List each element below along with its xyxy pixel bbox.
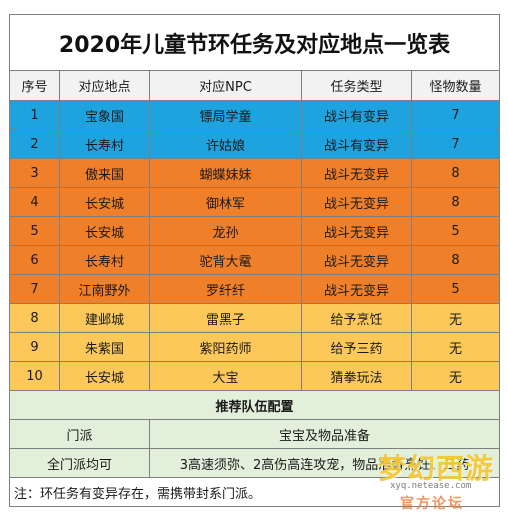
cell-no: 9 [9, 332, 60, 362]
cell-npc: 驼背大鼋 [149, 245, 302, 275]
header-count: 怪物数量 [410, 70, 501, 101]
header-no: 序号 [9, 70, 60, 101]
team-section-row: 推荐队伍配置 [8, 390, 501, 420]
table-row: 5 长安城 龙孙 战斗无变异 5 [9, 216, 501, 246]
cell-type: 给予烹饪 [301, 303, 412, 333]
cell-count: 5 [410, 216, 501, 246]
cell-npc: 大宝 [149, 361, 302, 391]
cell-npc: 雷黑子 [149, 303, 302, 333]
cell-no: 6 [9, 245, 60, 275]
header-row: 序号 对应地点 对应NPC 任务类型 怪物数量 [9, 70, 501, 101]
cell-npc: 御林军 [149, 187, 302, 217]
cell-type: 战斗有变异 [301, 100, 412, 130]
cell-place: 长寿村 [59, 245, 150, 275]
team-value: 3高速须弥、2高伤高连攻宠，物品准备烹饪、三药 [148, 448, 501, 478]
cell-count: 7 [410, 129, 501, 159]
cell-no: 2 [9, 129, 60, 159]
cell-npc: 罗纤纤 [149, 274, 302, 304]
cell-type: 战斗无变异 [301, 187, 412, 217]
table-row: 1 宝象国 镖局学童 战斗有变异 7 [9, 100, 501, 130]
cell-type: 战斗无变异 [301, 158, 412, 188]
task-table: 2020年儿童节环任务及对应地点一览表 序号 对应地点 对应NPC 任务类型 怪… [8, 14, 501, 507]
cell-no: 1 [9, 100, 60, 130]
team-label: 全门派均可 [9, 448, 150, 478]
cell-npc: 镖局学童 [149, 100, 302, 130]
table-row: 7 江南野外 罗纤纤 战斗无变异 5 [9, 274, 501, 304]
cell-count: 8 [410, 187, 501, 217]
cell-npc: 龙孙 [149, 216, 302, 246]
cell-no: 8 [9, 303, 60, 333]
cell-place: 长安城 [59, 187, 150, 217]
table-title: 2020年儿童节环任务及对应地点一览表 [8, 14, 501, 71]
header-type: 任务类型 [301, 70, 412, 101]
cell-place: 长安城 [59, 361, 150, 391]
cell-place: 建邺城 [59, 303, 150, 333]
team-section-title: 推荐队伍配置 [8, 390, 501, 420]
cell-count: 8 [410, 245, 501, 275]
cell-count: 无 [410, 361, 501, 391]
cell-place: 宝象国 [59, 100, 150, 130]
cell-place: 长安城 [59, 216, 150, 246]
cell-type: 战斗有变异 [301, 129, 412, 159]
note-text: 注：环任务有变异存在，需携带封系门派。 [8, 477, 501, 507]
header-place: 对应地点 [59, 70, 150, 101]
table-row: 4 长安城 御林军 战斗无变异 8 [9, 187, 501, 217]
table-row: 8 建邺城 雷黑子 给予烹饪 无 [9, 303, 501, 333]
cell-type: 战斗无变异 [301, 274, 412, 304]
cell-count: 5 [410, 274, 501, 304]
cell-type: 战斗无变异 [301, 216, 412, 246]
cell-no: 10 [9, 361, 60, 391]
title-row: 2020年儿童节环任务及对应地点一览表 [8, 14, 501, 71]
cell-no: 4 [9, 187, 60, 217]
note-row: 注：环任务有变异存在，需携带封系门派。 [8, 477, 501, 507]
cell-place: 傲来国 [59, 158, 150, 188]
table-row: 2 长寿村 许姑娘 战斗有变异 7 [9, 129, 501, 159]
table-row: 10 长安城 大宝 猜拳玩法 无 [9, 361, 501, 391]
cell-npc: 许姑娘 [149, 129, 302, 159]
cell-npc: 蝴蝶妹妹 [149, 158, 302, 188]
cell-place: 朱紫国 [59, 332, 150, 362]
cell-count: 无 [410, 332, 501, 362]
team-row: 门派 宝宝及物品准备 [9, 419, 501, 449]
team-label: 门派 [9, 419, 150, 449]
cell-npc: 紫阳药师 [149, 332, 302, 362]
cell-count: 8 [410, 158, 501, 188]
header-npc: 对应NPC [149, 70, 302, 101]
cell-type: 猜拳玩法 [301, 361, 412, 391]
table-row: 6 长寿村 驼背大鼋 战斗无变异 8 [9, 245, 501, 275]
cell-type: 战斗无变异 [301, 245, 412, 275]
team-row: 全门派均可 3高速须弥、2高伤高连攻宠，物品准备烹饪、三药 [9, 448, 501, 478]
cell-place: 江南野外 [59, 274, 150, 304]
table-row: 9 朱紫国 紫阳药师 给予三药 无 [9, 332, 501, 362]
cell-no: 7 [9, 274, 60, 304]
cell-no: 3 [9, 158, 60, 188]
cell-place: 长寿村 [59, 129, 150, 159]
cell-type: 给予三药 [301, 332, 412, 362]
table-row: 3 傲来国 蝴蝶妹妹 战斗无变异 8 [9, 158, 501, 188]
team-value: 宝宝及物品准备 [148, 419, 501, 449]
cell-count: 无 [410, 303, 501, 333]
cell-no: 5 [9, 216, 60, 246]
cell-count: 7 [410, 100, 501, 130]
